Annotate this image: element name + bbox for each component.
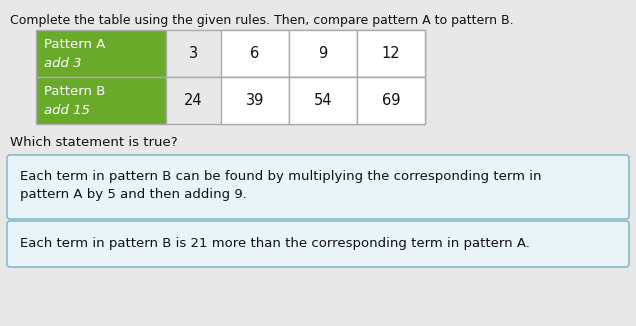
Text: Each term in pattern B is 21 more than the corresponding term in pattern A.: Each term in pattern B is 21 more than t…	[20, 238, 530, 250]
FancyBboxPatch shape	[7, 155, 629, 219]
Text: Pattern B: Pattern B	[44, 85, 106, 97]
Bar	[357, 77, 425, 124]
Text: 3: 3	[189, 46, 198, 61]
Text: add 3: add 3	[44, 57, 81, 70]
Text: 6: 6	[251, 46, 259, 61]
Text: Complete the table using the given rules. Then, compare pattern A to pattern B.: Complete the table using the given rules…	[10, 14, 514, 27]
Bar	[36, 30, 166, 77]
Text: Each term in pattern B can be found by multiplying the corresponding term in: Each term in pattern B can be found by m…	[20, 170, 541, 183]
Text: 39: 39	[245, 93, 264, 108]
Bar	[166, 30, 425, 77]
Bar	[357, 30, 425, 77]
Text: Pattern A: Pattern A	[44, 37, 106, 51]
Bar	[289, 30, 357, 77]
Text: pattern A by 5 and then adding 9.: pattern A by 5 and then adding 9.	[20, 188, 247, 201]
Text: Which statement is true?: Which statement is true?	[10, 136, 177, 149]
Text: 9: 9	[319, 46, 328, 61]
Text: 54: 54	[314, 93, 332, 108]
FancyBboxPatch shape	[7, 221, 629, 267]
Bar	[289, 77, 357, 124]
Text: 69: 69	[382, 93, 400, 108]
Text: 12: 12	[382, 46, 400, 61]
Bar	[221, 30, 289, 77]
Bar	[166, 77, 425, 124]
Bar	[36, 77, 166, 124]
Text: add 15: add 15	[44, 104, 90, 117]
Bar	[221, 77, 289, 124]
Text: 24: 24	[184, 93, 203, 108]
